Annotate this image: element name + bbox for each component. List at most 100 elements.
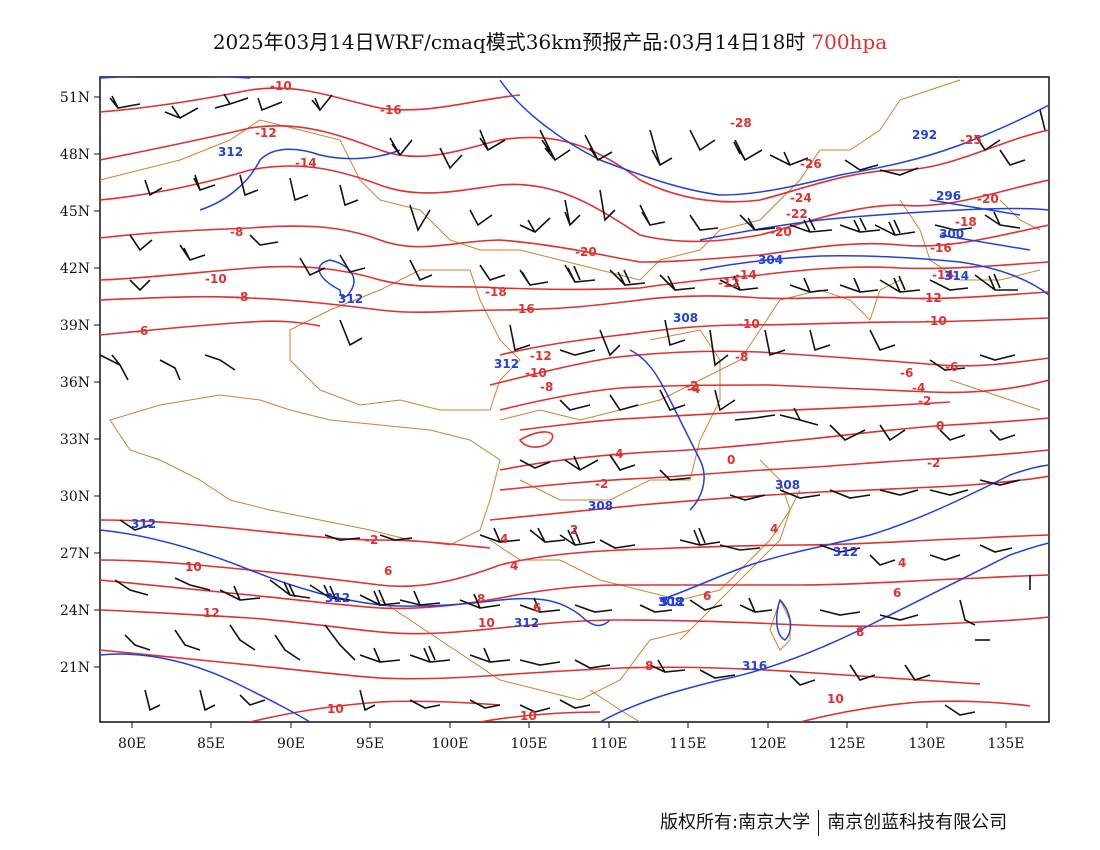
lon-label: 85E: [197, 736, 225, 752]
height-label: 308: [673, 311, 698, 325]
height-labels: 312 312 312 292 296 300 304 308 308 308 …: [131, 128, 969, 673]
height-label: 316: [742, 659, 767, 673]
temperature-label: -8: [230, 225, 243, 239]
temperature-label: -16: [380, 103, 402, 117]
lat-label: 45N: [60, 204, 90, 220]
temperature-label: -10: [270, 79, 292, 93]
footer-separator: [818, 810, 820, 836]
wind-barbs: [100, 93, 1046, 716]
height-label: 312: [514, 616, 539, 630]
lon-label: 95E: [356, 736, 384, 752]
temperature-label: 0: [727, 453, 735, 467]
temperature-label: 10: [827, 692, 844, 706]
temperature-label: -12: [718, 276, 740, 290]
lon-label: 90E: [277, 736, 305, 752]
temperature-label: -8: [735, 350, 748, 364]
temperature-label: -6: [945, 360, 958, 374]
temperature-label: -12: [530, 349, 552, 363]
lon-label: 135E: [988, 736, 1025, 752]
temperature-label: -4: [912, 381, 925, 395]
lon-label: 115E: [670, 736, 707, 752]
height-label: 314: [944, 269, 969, 283]
temperature-labels: -10 -12 -16 -14 -8 -10 -8 -6 -20 -18 -16…: [135, 79, 999, 723]
height-label: 312: [833, 545, 858, 559]
lon-label: 125E: [829, 736, 866, 752]
border-lines: [100, 79, 1041, 722]
lat-label: 51N: [60, 90, 90, 106]
temperature-label: -16: [930, 241, 952, 255]
temperature-label: 8: [477, 592, 485, 606]
lat-label: 21N: [60, 660, 90, 676]
height-label: 312: [338, 292, 363, 306]
temperature-label: 10: [185, 560, 202, 574]
temperature-label: -12: [255, 126, 277, 140]
temperature-label: -6: [135, 324, 148, 338]
temperature-contours: [100, 87, 1049, 722]
lon-label: 130E: [909, 736, 946, 752]
temperature-label: -12: [920, 291, 942, 305]
temperature-label: -20: [575, 245, 597, 259]
temperature-label: -10: [738, 317, 760, 331]
lon-label: 100E: [432, 736, 469, 752]
temperature-label: -2: [918, 394, 931, 408]
temperature-label: 6: [384, 564, 392, 578]
lon-label: 110E: [591, 736, 628, 752]
temperature-label: -8: [540, 380, 553, 394]
temperature-label: 0: [936, 419, 944, 433]
height-label: 312: [325, 591, 350, 605]
temperature-label: 10: [327, 702, 344, 716]
temperature-label: -16: [513, 302, 535, 316]
lat-label: 30N: [60, 489, 90, 505]
temperature-label: 8: [645, 659, 653, 673]
height-label: 308: [588, 499, 613, 513]
temperature-label: 6: [533, 601, 541, 615]
lat-label: 33N: [60, 432, 90, 448]
temperature-label: -28: [730, 116, 752, 130]
temperature-label: 6: [703, 589, 711, 603]
temperature-label: -4: [610, 447, 623, 461]
temperature-label: 4: [898, 556, 906, 570]
temperature-label: 12: [203, 606, 220, 620]
temperature-label: 8: [856, 625, 864, 639]
height-label: 312: [131, 517, 156, 531]
temperature-label: -2: [927, 456, 940, 470]
temperature-label: -10: [205, 272, 227, 286]
temperature-label: 10: [520, 709, 537, 723]
title-main: 2025年03月14日WRF/cmaq模式36km预报产品:03月14日18时: [212, 30, 806, 54]
height-label: 312: [218, 145, 243, 159]
temperature-label: -10: [525, 366, 547, 380]
temperature-label: -26: [800, 157, 822, 171]
height-label: 312: [494, 357, 519, 371]
temperature-label: -4: [687, 382, 700, 396]
height-label: 304: [758, 253, 783, 267]
temperature-label: 6: [893, 586, 901, 600]
map-title: 2025年03月14日WRF/cmaq模式36km预报产品:03月14日18时 7…: [0, 26, 1100, 55]
temperature-label: -18: [955, 215, 977, 229]
temperature-label: 4: [510, 559, 518, 573]
copyright-right: 南京创蓝科技有限公司: [827, 812, 1008, 833]
temperature-label: -6: [900, 366, 913, 380]
axis-ticks: [94, 96, 1007, 728]
height-label: 308: [775, 478, 800, 492]
lon-label: 80E: [118, 736, 146, 752]
temperature-label: -2: [595, 477, 608, 491]
temperature-label: -8: [235, 290, 248, 304]
height-label: 296: [936, 189, 961, 203]
temperature-label: -20: [770, 225, 792, 239]
map-frame: [99, 76, 1050, 723]
copyright-left: 版权所有:南京大学: [660, 812, 811, 833]
title-level: 700hpa: [811, 30, 888, 54]
temperature-label: -22: [786, 207, 808, 221]
temperature-label: 10: [478, 616, 495, 630]
height-label: 292: [912, 128, 937, 142]
temperature-label: 4: [500, 532, 508, 546]
height-label: 308: [658, 595, 683, 609]
lat-label: 36N: [60, 375, 90, 391]
lat-label: 27N: [60, 546, 90, 562]
temperature-label: -25: [960, 133, 982, 147]
height-label: 300: [939, 227, 964, 241]
temperature-label: -20: [977, 192, 999, 206]
lon-label: 105E: [511, 736, 548, 752]
temperature-label: -24: [790, 191, 812, 205]
